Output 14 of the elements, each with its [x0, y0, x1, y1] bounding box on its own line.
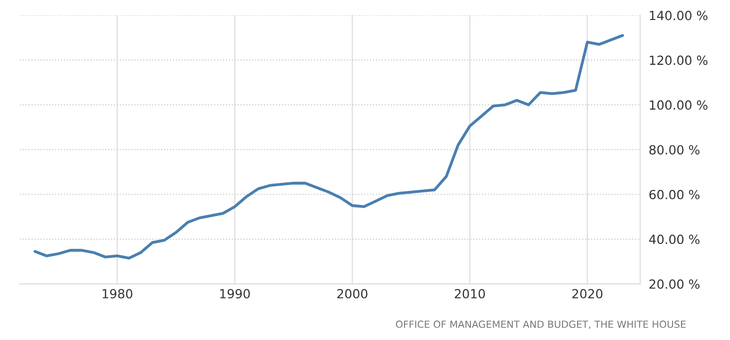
y-tick-label: 20.00 %	[649, 279, 700, 289]
y-tick-label: 40.00 %	[649, 234, 700, 244]
x-tick-label: 2010	[454, 288, 485, 298]
y-tick-label: 120.00 %	[650, 56, 708, 65]
y-tick-label: 80.00 %	[649, 145, 700, 155]
y-tick-label: 60.00 %	[649, 190, 700, 200]
text: OFFICE OF MANAGEMENT AND BUDGET, THE WHITE HOUSE	[396, 320, 686, 329]
y-tick-label: 100.00 %	[650, 100, 708, 110]
x-tick-label: 1980	[102, 288, 132, 298]
x-tick-label: 2000	[337, 288, 368, 298]
x-tick-label: 2020	[572, 288, 602, 298]
x-tick-label: 1990	[220, 288, 250, 298]
line-series	[34, 34, 624, 260]
y-tick-label: 140.00 %	[650, 10, 708, 20]
